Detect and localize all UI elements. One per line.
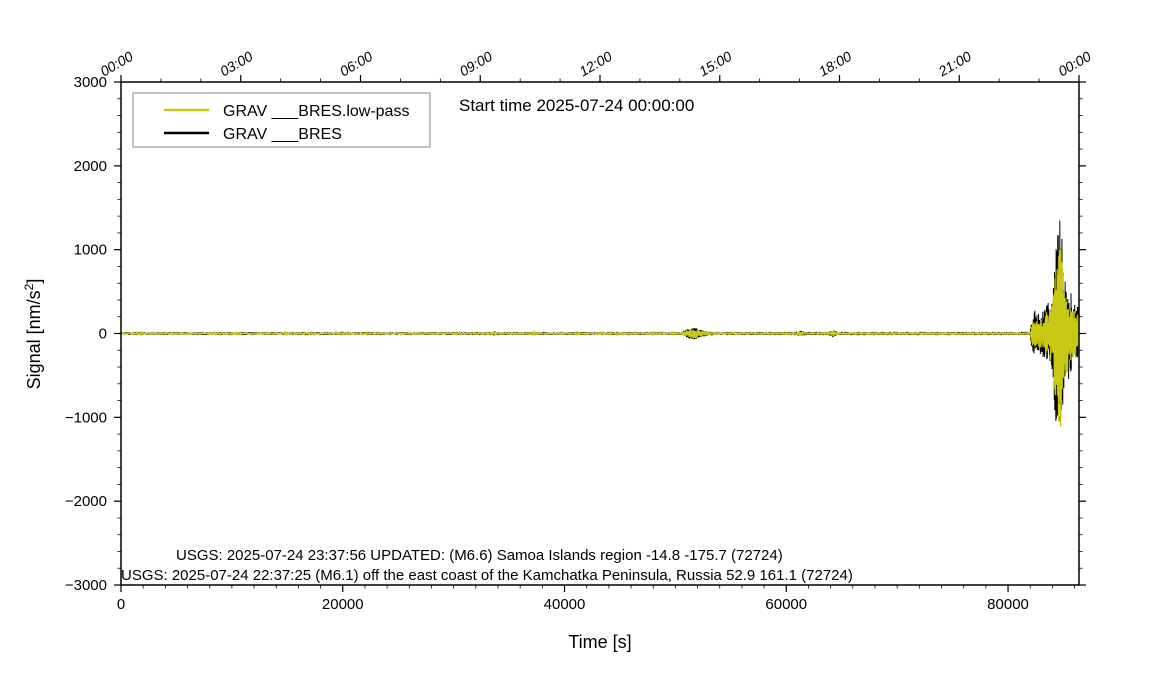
y-axis-title-superscript: 2 [22, 283, 36, 290]
y-axis-title: Signal [nm/s2] [22, 279, 44, 390]
chart-subtitle: Start time 2025-07-24 00:00:00 [459, 96, 694, 115]
y-tick-label: 0 [99, 326, 107, 343]
x-tick-label: 60000 [765, 596, 807, 613]
y-tick-label: −1000 [65, 409, 107, 426]
legend-box [132, 92, 431, 148]
y-tick-label: −3000 [65, 577, 107, 594]
y-axis-title-close: ] [24, 279, 44, 284]
y-tick-label: 3000 [74, 74, 107, 91]
y-axis-title-main: Signal [nm/s [24, 290, 44, 389]
x-tick-label: 0 [117, 596, 125, 613]
event-annotation-2: USGS: 2025-07-24 22:37:25 (M6.1) off the… [121, 567, 853, 584]
legend: GRAV ___BRES.low-pass GRAV ___BRES [132, 92, 431, 148]
x-axis: 0 20000 40000 60000 80000 [117, 585, 1075, 613]
series-layer [121, 220, 1079, 427]
event-annotation-1: USGS: 2025-07-24 23:37:56 UPDATED: (M6.6… [176, 547, 783, 564]
legend-label-low-pass: GRAV ___BRES.low-pass [223, 103, 409, 120]
x-tick-label: 40000 [544, 596, 586, 613]
y-tick-label: 2000 [74, 158, 107, 175]
y-axis: −3000 −2000 −1000 0 1000 2000 3000 [65, 74, 1086, 594]
x-axis-title: Time [s] [568, 632, 631, 652]
y-tick-label: −2000 [65, 493, 107, 510]
y-tick-label: 1000 [74, 242, 107, 259]
x-tick-label: 80000 [987, 596, 1029, 613]
x-tick-label: 20000 [322, 596, 364, 613]
legend-label-raw: GRAV ___BRES [223, 126, 342, 143]
